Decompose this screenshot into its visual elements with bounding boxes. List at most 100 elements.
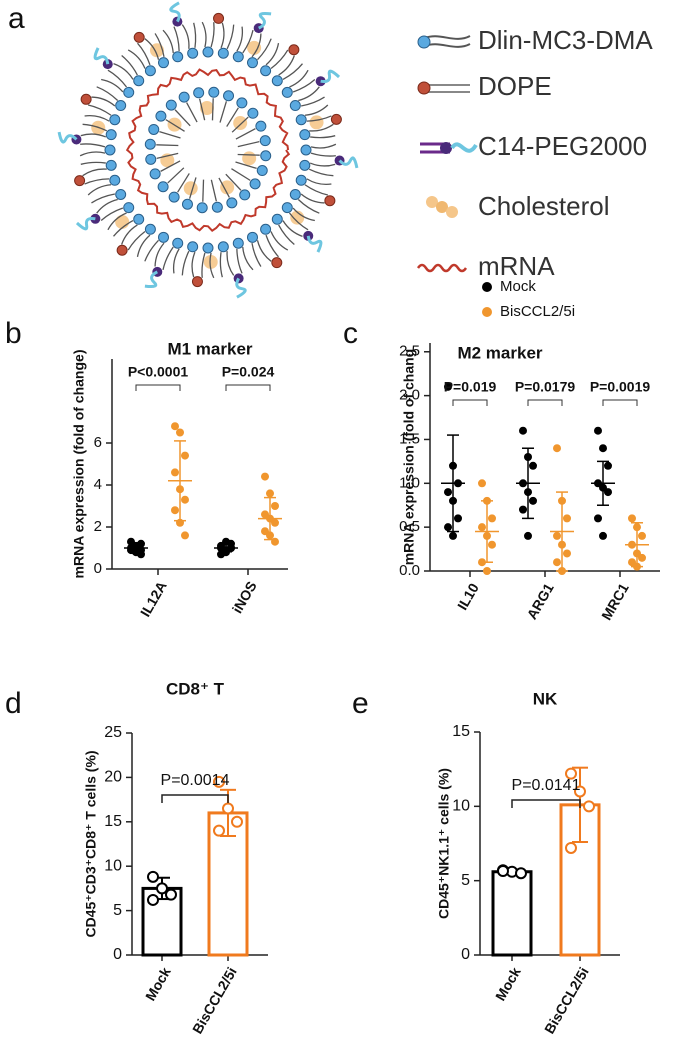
lipid-head <box>104 144 116 156</box>
lipid-tail <box>220 22 225 49</box>
lipid-tail <box>209 252 215 279</box>
data-point <box>127 537 135 546</box>
data-point <box>604 488 612 497</box>
lipid-tail <box>177 173 190 193</box>
lipid-tail <box>282 220 303 237</box>
data-point <box>565 841 577 854</box>
lipid-head <box>281 202 293 214</box>
peg-chain <box>306 235 323 253</box>
lipid-head <box>255 120 267 132</box>
lipid-tail <box>165 119 185 132</box>
lipid-tail <box>87 184 112 196</box>
lipid-head <box>187 241 199 253</box>
lipid-tail <box>231 168 251 181</box>
cholesterol <box>242 151 257 166</box>
cholesterol <box>199 101 214 116</box>
data-point <box>553 558 561 567</box>
data-point <box>181 495 189 504</box>
lipid-tail <box>256 240 272 262</box>
lipid-tail <box>121 224 138 245</box>
y-axis-label: mRNA expression (fold of chang <box>401 349 417 566</box>
lipid-tail <box>236 248 243 274</box>
data-point <box>176 428 184 437</box>
legend-label: Dlin-MC3-DMA <box>478 25 653 55</box>
lipid-head <box>281 86 293 98</box>
lipid-tail <box>300 193 325 204</box>
lipid-tail <box>154 33 165 57</box>
data-point <box>594 426 602 435</box>
lipid-head <box>158 57 170 69</box>
lipid-head <box>239 189 251 201</box>
data-point <box>222 802 234 815</box>
significance-bracket <box>161 794 229 803</box>
p-value: P=0.0019 <box>590 379 651 395</box>
lipid-tail <box>219 101 228 123</box>
lipid-tail <box>91 96 116 107</box>
lipid-tail <box>231 116 249 133</box>
lipid-tail <box>226 107 239 127</box>
lipid-tail <box>160 160 181 172</box>
data-point <box>488 540 496 549</box>
p-value: P<0.0001 <box>128 364 189 380</box>
lipid-tail <box>100 207 124 221</box>
lipid-tail <box>288 212 309 231</box>
chart-title: M1 marker <box>167 339 252 358</box>
lipid-head <box>155 110 167 122</box>
lipid-tail <box>251 243 262 267</box>
data-point <box>266 489 274 498</box>
lipid-tail <box>144 239 159 262</box>
cholesterol <box>309 115 324 130</box>
lipid-tail <box>270 49 289 70</box>
y-tick-label: 5 <box>461 872 470 889</box>
lipid-tail <box>310 135 336 139</box>
lipid-head <box>299 129 311 141</box>
lipid-head <box>295 174 307 186</box>
y-tick-label: 20 <box>104 769 122 786</box>
lipid-tail <box>265 43 280 66</box>
lipid-tail <box>84 114 110 122</box>
legend-swatch <box>482 307 492 317</box>
cholesterol <box>220 180 235 195</box>
lipid-head <box>217 47 229 59</box>
data-point <box>524 531 532 540</box>
lipid-head <box>149 168 161 180</box>
lipid-tail <box>297 199 320 214</box>
data-point <box>165 888 177 901</box>
legend-icon-mrna <box>416 263 468 273</box>
lipid-tail <box>79 151 106 157</box>
data-point <box>553 444 561 453</box>
lipid-tail <box>308 168 334 177</box>
y-tick-label: 0 <box>94 560 102 577</box>
data-point <box>171 468 179 477</box>
y-tick-label: 15 <box>104 813 122 830</box>
lipid-head <box>148 123 160 135</box>
lipid-tail <box>96 86 119 101</box>
data-point <box>156 882 168 895</box>
data-point <box>213 824 225 837</box>
data-point <box>213 775 225 788</box>
lipid-tail <box>113 63 134 80</box>
significance-bracket <box>135 384 181 391</box>
lipid-head <box>109 114 121 126</box>
lipid-tail <box>101 78 124 93</box>
mrna-ring <box>125 68 291 233</box>
lipid-tail <box>282 63 303 80</box>
lipid-head <box>172 237 184 249</box>
chart-title: CD8⁺ T <box>166 679 225 698</box>
lipid-tail <box>236 26 244 52</box>
cholesterol <box>247 40 262 55</box>
cholesterol <box>115 214 130 229</box>
legend-swatch <box>482 282 492 292</box>
lipid-head <box>232 51 244 63</box>
y-tick-label: 0 <box>461 946 470 963</box>
lipid-head <box>300 144 312 156</box>
lipid-tail <box>91 193 115 204</box>
lipid-head <box>157 181 169 193</box>
peg-chain <box>169 1 181 23</box>
lipid-tail <box>82 168 107 177</box>
legend-label: mRNA <box>478 251 555 281</box>
data-point <box>638 531 646 540</box>
data-point <box>563 549 571 558</box>
data-point <box>271 502 279 510</box>
